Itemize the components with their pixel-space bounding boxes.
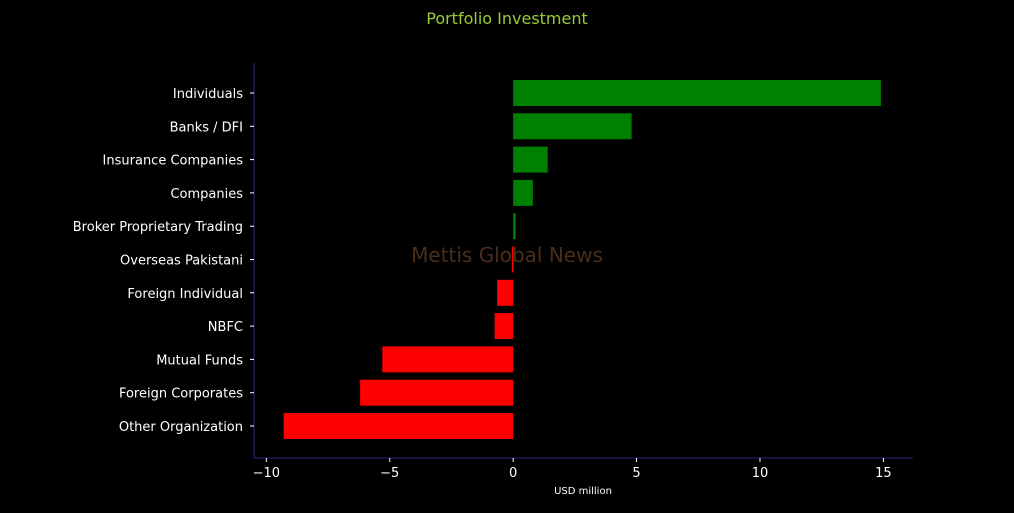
- x-tick-label: 0: [509, 466, 517, 481]
- category-label: Banks / DFI: [170, 120, 243, 135]
- bar-2: [513, 146, 548, 173]
- bar-8: [382, 346, 514, 373]
- bar-4: [513, 213, 516, 240]
- x-axis-label: USD million: [554, 486, 612, 497]
- x-tick-label: 15: [875, 466, 892, 481]
- category-label: Companies: [170, 187, 243, 202]
- category-label: Insurance Companies: [103, 154, 244, 169]
- category-label: Individuals: [173, 87, 243, 102]
- category-label: Broker Proprietary Trading: [73, 220, 243, 235]
- bar-1: [513, 113, 632, 140]
- category-label: Foreign Corporates: [119, 387, 243, 402]
- bar-7: [494, 313, 514, 340]
- bar-5: [511, 246, 514, 273]
- x-tick-label: 5: [632, 466, 640, 481]
- bar-10: [283, 413, 514, 439]
- bar-6: [497, 279, 514, 306]
- category-label: Foreign Individual: [127, 287, 243, 302]
- category-label: Other Organization: [119, 420, 243, 435]
- x-tick-label: 10: [752, 466, 769, 481]
- category-label: Mutual Funds: [156, 353, 243, 368]
- category-labels: Individuals Banks / DFI Insurance Companie…: [73, 87, 254, 435]
- x-tick-label: −5: [380, 466, 399, 481]
- bar-3: [513, 179, 533, 206]
- x-tick-label: −10: [253, 466, 280, 481]
- x-axis-ticks: −10 −5 0 5 10 15: [253, 458, 892, 481]
- bar-9: [360, 379, 514, 406]
- watermark-text: Mettis Global News: [411, 243, 603, 267]
- category-label: Overseas Pakistani: [120, 254, 243, 269]
- bar-0: [513, 80, 881, 106]
- category-label: NBFC: [208, 320, 243, 335]
- bars-layer: [283, 80, 881, 439]
- chart-title: Portfolio Investment: [426, 9, 588, 28]
